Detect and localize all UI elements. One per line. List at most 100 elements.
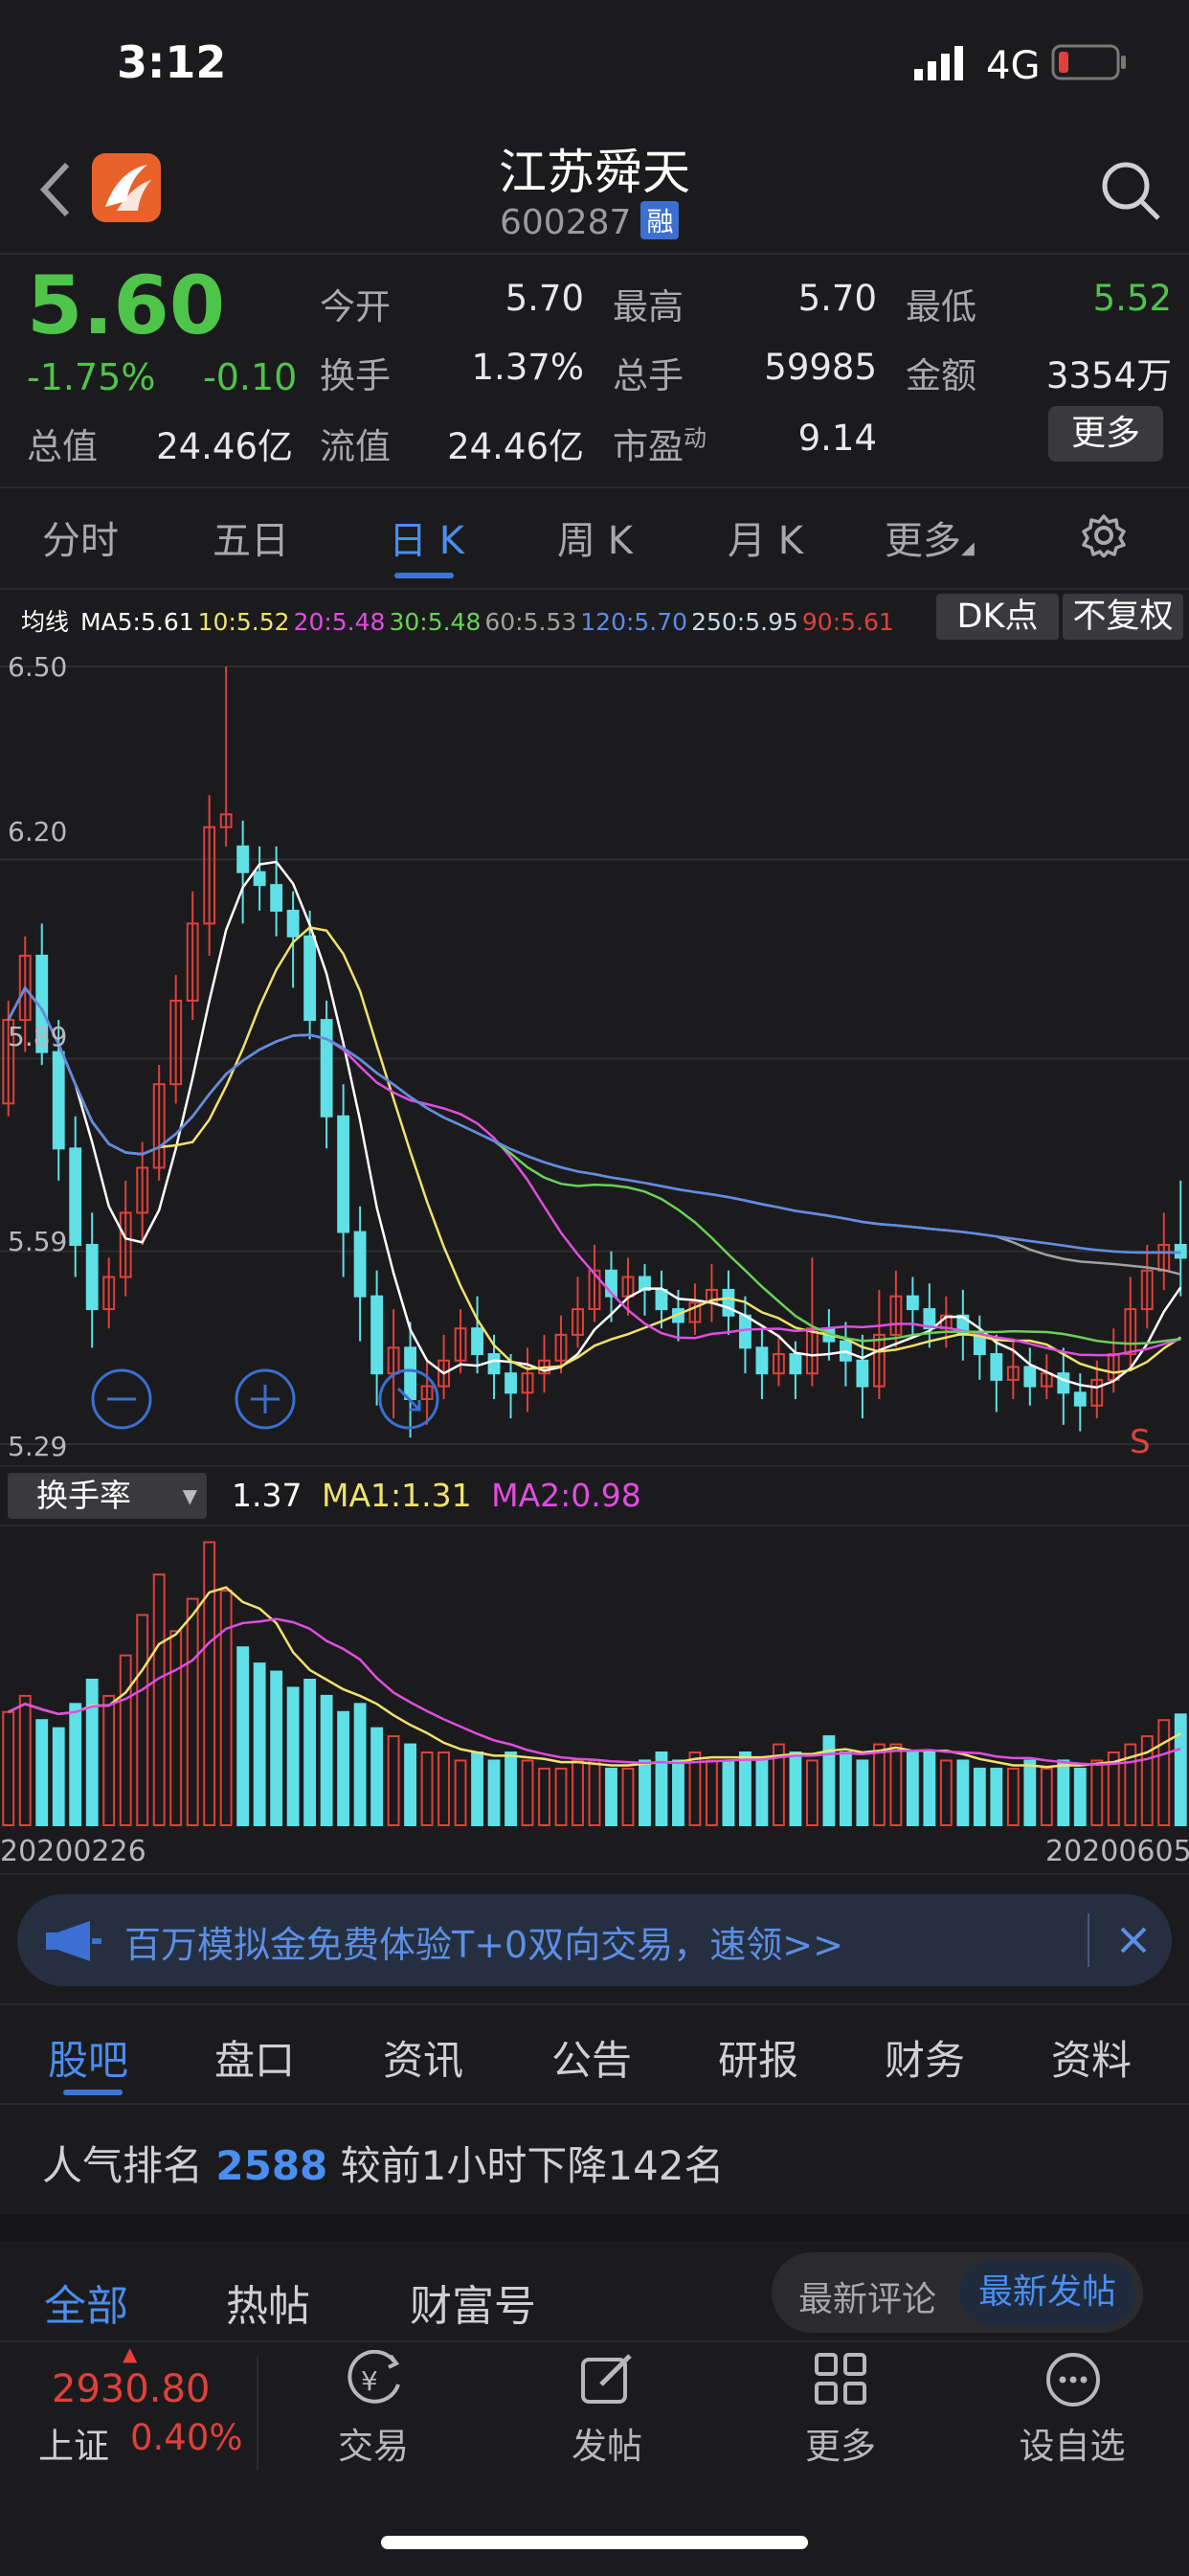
high-label: 最高 <box>613 286 684 328</box>
pe-label-text: 市盈 <box>613 426 684 467</box>
tab-guba[interactable]: 股吧 <box>48 2037 129 2084</box>
candle <box>1073 1391 1087 1407</box>
turnover-bar <box>236 1646 250 1826</box>
candle <box>169 999 183 1086</box>
sort-latest-comment[interactable]: 最新评论 <box>798 2280 937 2319</box>
watchlist-label[interactable]: 设自选 <box>1019 2426 1126 2467</box>
candle <box>906 1295 919 1311</box>
turnover-bar <box>688 1751 702 1826</box>
ma-item-60: 60:5.53 <box>484 608 577 636</box>
candle <box>505 1372 517 1394</box>
volume-value: 59985 <box>764 347 877 388</box>
candle <box>588 1269 601 1311</box>
more-grid-icon[interactable] <box>814 2352 867 2406</box>
ma120-line <box>7 985 1181 1254</box>
ma-item-20: 20:5.48 <box>293 608 386 636</box>
turnover-ma2-line <box>8 1617 1181 1766</box>
quote-more-button[interactable]: 更多 <box>1048 406 1163 462</box>
turnover-bar <box>1090 1759 1104 1826</box>
candle <box>69 1147 82 1246</box>
low-label: 最低 <box>906 286 976 328</box>
post-edit-icon[interactable] <box>580 2352 634 2406</box>
battery-icon <box>1051 44 1126 80</box>
turnover-chart[interactable] <box>0 1526 1189 1827</box>
amount-label: 金额 <box>906 355 976 396</box>
zoom-out-icon[interactable] <box>90 1367 153 1431</box>
turnover-ma1: MA1:1.31 <box>321 1477 472 1514</box>
ma-item-30: 30:5.48 <box>389 608 482 636</box>
tab-finance[interactable]: 财务 <box>885 2037 966 2084</box>
turnover-bar <box>605 1767 617 1826</box>
turnover-bar <box>471 1751 483 1826</box>
candle <box>554 1333 568 1362</box>
add-watchlist-icon[interactable] <box>1045 2352 1101 2407</box>
turnover-bar <box>119 1654 132 1826</box>
expand-icon[interactable] <box>377 1367 440 1431</box>
turnover-bar <box>839 1751 852 1826</box>
zoom-in-icon[interactable] <box>234 1367 297 1431</box>
turnover-bar <box>1040 1767 1053 1826</box>
status-bar: 3:12 4G <box>0 0 1189 124</box>
candle <box>655 1288 668 1311</box>
indicator-select[interactable]: 换手率 ▼ <box>8 1473 207 1519</box>
trade-label[interactable]: 交易 <box>338 2426 409 2467</box>
candle <box>303 935 317 1022</box>
back-chevron-icon[interactable] <box>38 161 73 218</box>
index-value[interactable]: 2930.80 <box>52 2367 211 2411</box>
turnover-bar <box>1006 1767 1020 1826</box>
candle <box>437 1359 450 1388</box>
candle <box>487 1353 501 1375</box>
indicator-select-label: 换手率 <box>36 1477 131 1514</box>
candle <box>102 1276 116 1311</box>
tab-more[interactable]: 更多◢ <box>885 509 975 565</box>
no-adjust-button[interactable]: 不复权 <box>1063 594 1183 640</box>
turnover-bar <box>538 1767 550 1826</box>
divider <box>0 486 1189 488</box>
turnover-bar <box>772 1743 785 1826</box>
tab-research[interactable]: 研报 <box>718 2037 799 2084</box>
turnover-bar <box>253 1662 266 1826</box>
sort-latest-post[interactable]: 最新发帖 <box>959 2260 1135 2325</box>
trade-yen-icon[interactable]: ¥ <box>341 2350 408 2407</box>
turnover-bar <box>789 1751 802 1826</box>
turnover-ma2: MA2:0.98 <box>491 1477 641 1514</box>
tab-news[interactable]: 资讯 <box>383 2037 464 2084</box>
tab-intraday[interactable]: 分时 <box>42 519 119 563</box>
tab-five-day[interactable]: 五日 <box>213 519 289 563</box>
search-icon[interactable] <box>1099 159 1162 222</box>
turnover-bar <box>370 1727 384 1827</box>
promo-text: 百万模拟金免费体验T+0双向交易，速领>> <box>124 1924 843 1966</box>
subtab-hot[interactable]: 热帖 <box>226 2282 310 2331</box>
settings-gear-icon[interactable] <box>1082 513 1126 557</box>
banner-separator <box>1088 1913 1089 1967</box>
tab-daily-k[interactable]: 日 K <box>389 519 464 563</box>
dropdown-triangle-icon: ▼ <box>182 1484 197 1507</box>
close-icon[interactable] <box>1118 1925 1149 1955</box>
float-label: 流值 <box>320 426 391 467</box>
candle <box>789 1353 802 1375</box>
tab-announcement[interactable]: 公告 <box>551 2037 633 2084</box>
turnover-bar <box>437 1751 450 1826</box>
tab-pankou[interactable]: 盘口 <box>214 2037 296 2084</box>
post-label[interactable]: 发帖 <box>572 2426 642 2467</box>
candle <box>471 1327 483 1356</box>
tab-profile[interactable]: 资料 <box>1051 2037 1133 2084</box>
candle <box>136 1166 149 1214</box>
rank-label: 人气排名 <box>42 2142 204 2189</box>
divider <box>0 253 1189 255</box>
ma60-line <box>7 985 1181 1276</box>
promo-banner[interactable]: 百万模拟金免费体验T+0双向交易，速领>> <box>17 1894 1172 1986</box>
subtab-fortune[interactable]: 财富号 <box>410 2282 536 2331</box>
turnover-bar <box>102 1694 116 1826</box>
turnover-bar <box>906 1751 919 1826</box>
turnover-bar <box>872 1743 886 1826</box>
tab-monthly-k[interactable]: 月 K <box>728 519 803 563</box>
turnover-bar <box>706 1759 718 1826</box>
turnover-bar <box>1174 1713 1187 1826</box>
turnover-current: 1.37 <box>232 1477 303 1514</box>
dk-point-button[interactable]: DK点 <box>936 594 1059 640</box>
subtab-all[interactable]: 全部 <box>44 2282 128 2331</box>
kline-chart[interactable] <box>0 644 1189 1465</box>
more-label[interactable]: 更多 <box>805 2426 876 2467</box>
tab-weekly-k[interactable]: 周 K <box>557 519 633 563</box>
